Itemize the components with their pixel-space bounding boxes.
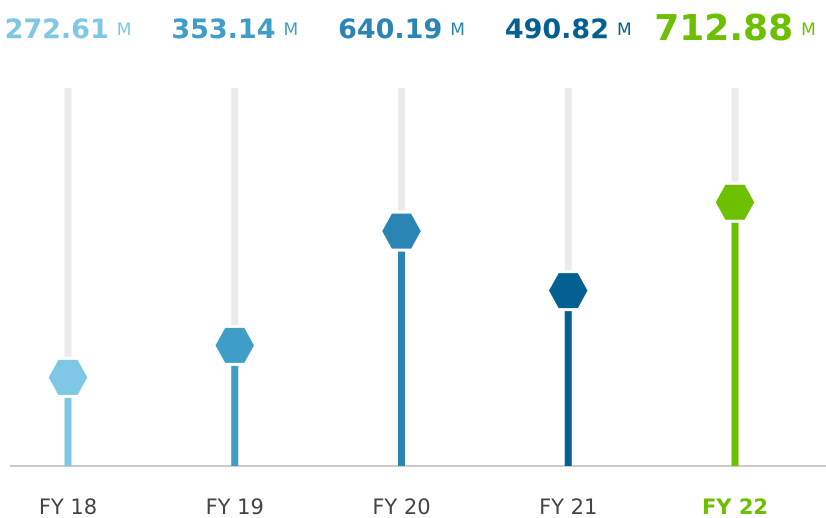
- value-label: 712.88 M: [654, 8, 816, 49]
- hexagon-marker: [712, 181, 758, 223]
- value-unit: M: [284, 20, 299, 40]
- hexagon-marker: [45, 356, 91, 398]
- hexagon-marker: [378, 210, 425, 252]
- value-number: 490.82: [505, 14, 609, 45]
- hexagon-marker: [212, 324, 258, 366]
- x-tick-label: FY 21: [539, 495, 597, 518]
- value-number: 712.88: [654, 8, 793, 49]
- value-unit: M: [117, 20, 132, 40]
- value-label: 272.61 M: [5, 14, 132, 45]
- value-label: 640.19 M: [338, 14, 465, 45]
- x-tick-label: FY 18: [39, 495, 97, 518]
- value-label: 490.82 M: [505, 14, 632, 45]
- x-tick-label: FY 22: [702, 495, 768, 518]
- value-number: 640.19: [338, 14, 442, 45]
- value-number: 272.61: [5, 14, 109, 45]
- value-unit: M: [617, 20, 632, 40]
- hexagon-marker: [545, 270, 591, 312]
- x-tick-label: FY 19: [206, 495, 264, 518]
- value-label: 353.14 M: [171, 14, 298, 45]
- value-unit: M: [450, 20, 465, 40]
- value-unit: M: [801, 20, 816, 40]
- value-number: 353.14: [171, 14, 275, 45]
- x-tick-label: FY 20: [372, 495, 430, 518]
